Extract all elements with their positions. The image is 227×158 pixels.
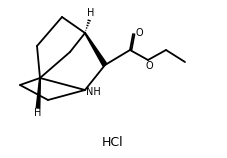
Text: O: O [135, 28, 143, 38]
Polygon shape [85, 33, 107, 66]
Text: O: O [145, 61, 153, 71]
Text: H: H [87, 8, 95, 18]
Text: NH: NH [86, 87, 100, 97]
Polygon shape [36, 78, 40, 108]
Text: H: H [34, 108, 42, 118]
Text: HCl: HCl [102, 137, 124, 149]
